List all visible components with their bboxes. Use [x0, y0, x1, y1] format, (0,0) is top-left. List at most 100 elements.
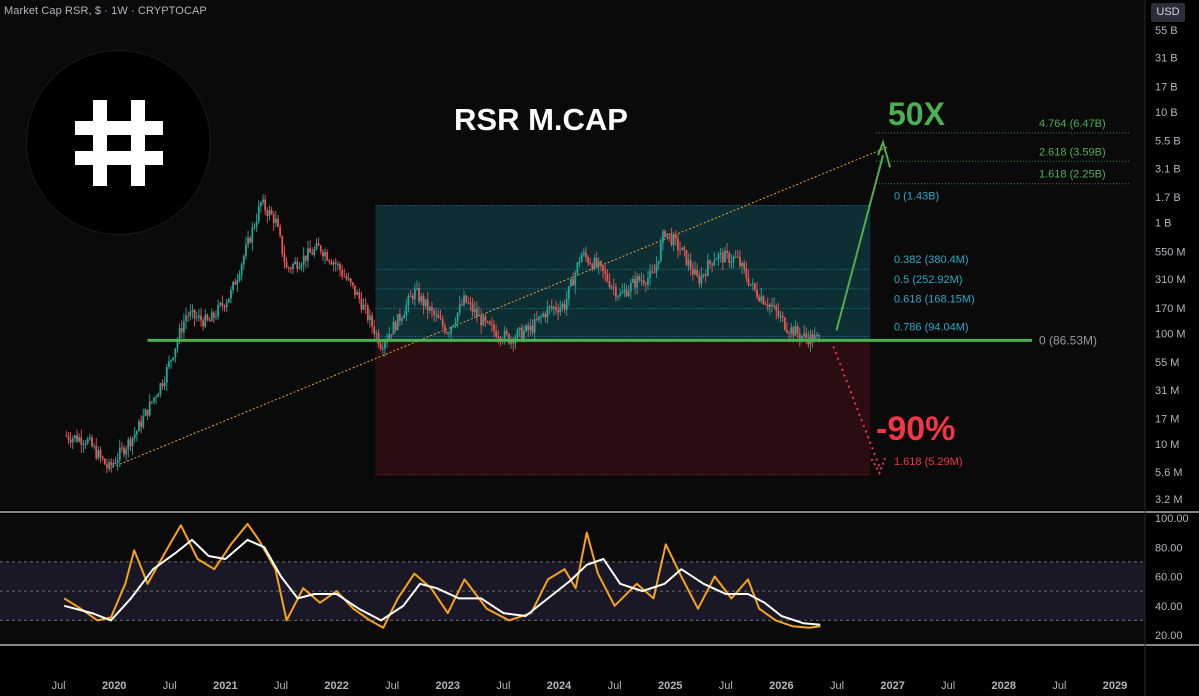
candle-body [739, 256, 741, 267]
candle-body [76, 435, 78, 442]
candle-body [647, 277, 649, 285]
candle-body [416, 288, 418, 290]
x-tick-label: Jul [163, 680, 177, 692]
candle-body [157, 394, 160, 397]
candle-body [653, 272, 656, 274]
candle-body [608, 280, 611, 288]
candle-body [366, 305, 369, 321]
candle-body [358, 292, 361, 299]
y-tick-label: 31 M [1155, 385, 1179, 397]
projection-up-arrowhead [877, 139, 892, 168]
candle-body [548, 306, 551, 308]
candle-body [362, 304, 365, 310]
x-tick-label: 2022 [324, 680, 348, 692]
candle-body [418, 288, 421, 302]
candle-body [168, 361, 170, 367]
candle-body [71, 438, 74, 443]
candle-body [576, 262, 579, 273]
candle-body [788, 332, 790, 334]
candle-body [751, 283, 754, 285]
candle-body [221, 303, 224, 306]
candle-body [103, 458, 106, 465]
candle-body [341, 270, 344, 277]
candle-body [482, 316, 485, 326]
candle-body [659, 242, 662, 261]
candle-body [467, 302, 470, 304]
candle-body [612, 286, 615, 288]
candle-body [339, 264, 341, 271]
candle-body [225, 302, 228, 308]
candle-body [786, 329, 788, 333]
candle-body [775, 305, 778, 311]
candle-body [537, 316, 540, 320]
candle-body [183, 321, 185, 333]
candle-body [629, 282, 632, 292]
candle-body [311, 252, 314, 255]
candle-body [461, 304, 463, 306]
candle-body [388, 334, 391, 340]
fib-label: 0 (1.43B) [894, 191, 939, 203]
candle-body [210, 312, 213, 322]
candle-body [202, 320, 205, 327]
candle-body [227, 298, 230, 303]
fib-label: 0.5 (252.92M) [894, 274, 962, 286]
x-tick-label: Jul [52, 680, 66, 692]
candle-body [668, 233, 671, 235]
candle-body [766, 304, 769, 307]
candle-body [330, 261, 333, 265]
candle-body [354, 285, 356, 295]
candle-body [283, 253, 286, 262]
candle-body [159, 383, 162, 395]
x-tick-label: 2027 [880, 680, 904, 692]
chart-title: RSR M.CAP [454, 102, 628, 137]
candle-body [131, 437, 134, 447]
candle-body [719, 252, 722, 255]
candle-body [379, 344, 382, 349]
candle-body [215, 316, 217, 318]
candle-body [326, 252, 329, 261]
candle-body [743, 262, 746, 269]
candle-body [206, 314, 209, 320]
candle-body [565, 299, 568, 310]
rsi-line [63, 522, 821, 629]
candle-body [232, 281, 234, 291]
candle-body [91, 437, 93, 447]
candle-body [296, 261, 299, 269]
fib-label: 1.618 (5.29M) [894, 456, 962, 468]
candle-body [217, 304, 220, 317]
candle-body [617, 296, 619, 298]
rsi-tick-label: 100.00 [1155, 513, 1189, 525]
candle-body [651, 271, 654, 273]
candle-body [773, 305, 776, 307]
candle-body [689, 260, 692, 270]
candle-body [67, 435, 70, 440]
candle-body [446, 332, 448, 334]
candle-body [587, 257, 589, 263]
candle-body [413, 288, 416, 300]
candle-body [672, 234, 675, 245]
candle-body [805, 333, 808, 338]
candle-body [798, 333, 801, 339]
candle-body [153, 397, 155, 402]
candle-body [516, 329, 519, 338]
candle-body [343, 276, 346, 278]
candle-body [277, 218, 279, 227]
candle-body [792, 327, 795, 336]
y-tick-label: 3.1 B [1155, 163, 1181, 175]
candle-body [644, 283, 647, 285]
y-tick-label: 550 M [1155, 246, 1186, 258]
candle-body [531, 325, 534, 333]
candle-body [670, 233, 673, 245]
candle-body [771, 304, 773, 307]
candle-body [555, 306, 557, 311]
candle-body [99, 450, 102, 457]
candle-body [255, 221, 258, 227]
candle-body [503, 330, 506, 341]
currency-button[interactable]: USD [1151, 3, 1185, 22]
candle-body [319, 245, 322, 252]
candle-body [813, 335, 816, 342]
candle-body [204, 314, 207, 327]
candle-body [638, 276, 641, 281]
candle-body [170, 359, 172, 362]
candle-body [437, 314, 440, 319]
